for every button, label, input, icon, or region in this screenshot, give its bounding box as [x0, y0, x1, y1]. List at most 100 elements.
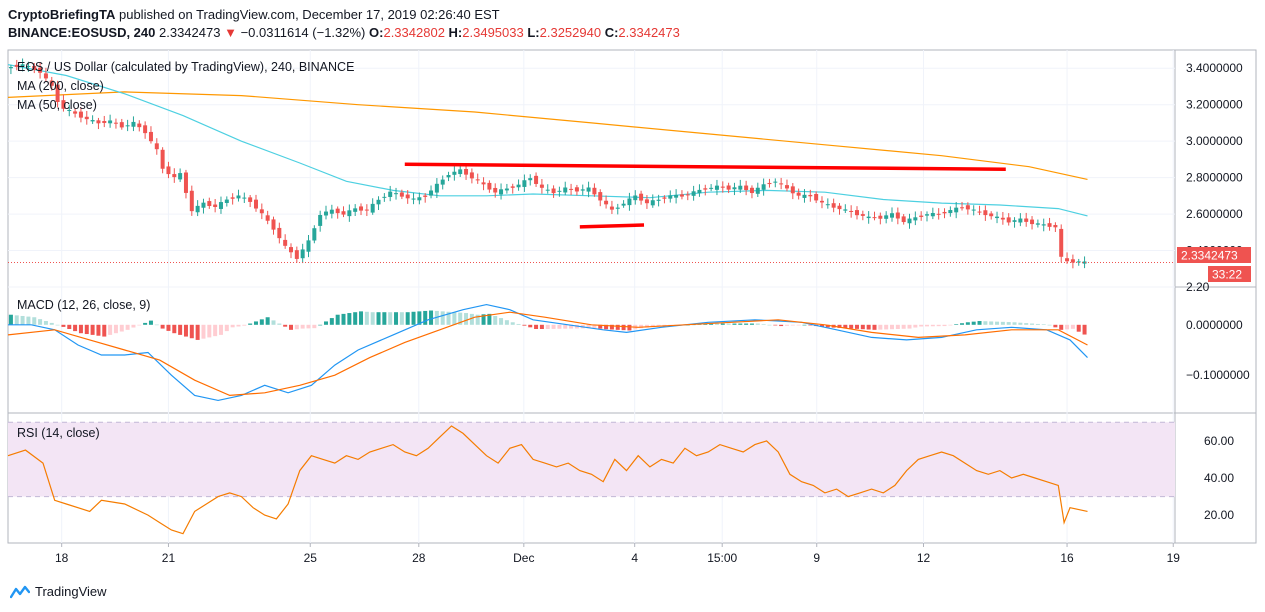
candle-body-30: [183, 172, 188, 193]
candle-body-74: [440, 179, 445, 185]
open-label: O:: [369, 25, 384, 40]
candle-body-166: [977, 211, 982, 213]
chart-canvas[interactable]: 2.202.40000002.60000002.80000003.0000000…: [0, 0, 1265, 580]
macd-histogram-bar-32: [195, 324, 200, 340]
macd-tick-label-0: 0.0000000: [1186, 318, 1243, 332]
high-label: H:: [448, 25, 463, 40]
macd-histogram-bar-63: [376, 312, 381, 325]
macd-histogram-bar-78: [464, 313, 469, 325]
macd-histogram-bar-85: [504, 320, 509, 325]
candle-body-1: [14, 64, 19, 67]
macd-histogram-bar-145: [854, 324, 859, 329]
price-tick-label-6: 3.4000000: [1186, 61, 1243, 75]
candle-body-164: [965, 205, 970, 210]
trendlines: [404, 162, 1006, 229]
macd-histogram-bar-93: [551, 324, 556, 329]
macd-histogram-bar-20: [125, 324, 130, 330]
candle-body-106: [627, 198, 632, 206]
ma50-label[interactable]: MA (50, close): [17, 98, 97, 112]
macd-histogram-bar-181: [1065, 324, 1070, 330]
candle-body-16: [102, 120, 107, 123]
candle-body-101: [598, 192, 603, 201]
macd-histogram-bar-101: [598, 324, 603, 329]
macd-histogram-bar-62: [370, 312, 375, 325]
macd-histogram-bar-178: [1047, 324, 1052, 326]
candle-body-150: [884, 215, 889, 219]
candle-body-139: [819, 200, 824, 203]
candle-body-163: [960, 207, 965, 209]
macd-histogram-bar-139: [819, 324, 824, 327]
macd-histogram-bar-150: [884, 324, 889, 330]
candle-body-173: [1018, 218, 1023, 223]
macd-histogram-bar-146: [860, 324, 865, 330]
author-name[interactable]: CryptoBriefingTA: [8, 7, 116, 22]
time-tick-label-7: 9: [813, 551, 820, 565]
candle-body-165: [971, 209, 976, 211]
candle-body-12: [78, 111, 83, 118]
macd-histogram-bar-59: [353, 312, 358, 325]
price-tick-label-5: 3.2000000: [1186, 98, 1243, 112]
candle-body-172: [1012, 220, 1017, 222]
macd-histogram-bar-142: [837, 324, 842, 328]
macd-histogram-bar-87: [516, 323, 521, 325]
candle-body-29: [178, 173, 183, 180]
ma50-series: [7, 64, 1088, 217]
rsi-band-fill: [8, 422, 1175, 497]
candle-body-63: [376, 199, 381, 205]
macd-histogram-bar-162: [954, 324, 959, 325]
macd-histogram-bar-45: [271, 320, 276, 325]
candle-body-50: [300, 249, 305, 259]
macd-histogram-bar-91: [539, 324, 544, 329]
trendline-1: [579, 223, 645, 229]
price-tick-label-4: 3.0000000: [1186, 134, 1243, 148]
macd-histogram-bar-9: [61, 324, 66, 327]
macd-histogram-bar-37: [224, 324, 229, 332]
macd-histogram-bar-134: [790, 324, 795, 326]
price-tick-label-3: 2.8000000: [1186, 171, 1243, 185]
macd-histogram-bar-75: [446, 311, 451, 325]
macd-histogram-bar-149: [878, 324, 883, 330]
rsi-band: [8, 421, 1175, 498]
macd-histogram-bar-160: [942, 324, 947, 327]
macd-histogram-bar-183: [1076, 324, 1081, 332]
candle-body-181: [1065, 258, 1070, 262]
candle-body-85: [504, 188, 509, 191]
candles: [8, 58, 1087, 269]
rsi-pane-title[interactable]: RSI (14, close): [17, 426, 100, 440]
candle-body-34: [207, 201, 212, 207]
macd-histogram-bar-26: [160, 324, 165, 329]
candle-body-154: [907, 218, 912, 224]
candle-body-81: [481, 182, 486, 185]
macd-histogram-bar-130: [767, 324, 772, 326]
macd-histogram-bar-102: [604, 324, 609, 330]
macd-histogram-bar-54: [324, 321, 329, 325]
macd-histogram-bar-88: [522, 324, 527, 326]
candle-body-133: [784, 185, 789, 189]
time-tick-label-8: 12: [917, 551, 931, 565]
macd-histogram-bar-17: [108, 324, 113, 335]
candle-body-77: [458, 169, 463, 175]
macd-histogram-bar-6: [43, 321, 48, 325]
macd-histogram-bar-23: [143, 322, 148, 325]
countdown-tag-bg: [1208, 266, 1251, 282]
macd-histogram-bar-55: [329, 318, 334, 325]
macd-histogram-bar-166: [977, 321, 982, 325]
macd-histogram-bar-13: [84, 324, 89, 335]
candle-body-59: [353, 208, 358, 212]
ma200-label[interactable]: MA (200, close): [17, 79, 104, 93]
tradingview-logo[interactable]: TradingView: [10, 584, 107, 599]
macd-histogram-bar-124: [732, 323, 737, 325]
macd-histogram-bar-173: [1018, 322, 1023, 325]
macd-pane-title[interactable]: MACD (12, 26, close, 9): [17, 298, 151, 312]
candle-body-46: [277, 227, 282, 239]
candle-body-152: [895, 212, 900, 219]
candle-body-8: [55, 84, 60, 102]
macd-histogram-bar-108: [639, 324, 644, 329]
macd-histogram-bar-147: [866, 324, 871, 330]
candle-body-93: [551, 188, 556, 194]
ohlc-line: BINANCE:EOSUSD, 240 2.3342473 ▼ −0.03116…: [8, 25, 680, 40]
candle-body-48: [288, 247, 293, 253]
candle-body-33: [201, 202, 206, 208]
time-tick-label-3: 28: [412, 551, 426, 565]
macd-histogram-bar-35: [213, 324, 218, 337]
